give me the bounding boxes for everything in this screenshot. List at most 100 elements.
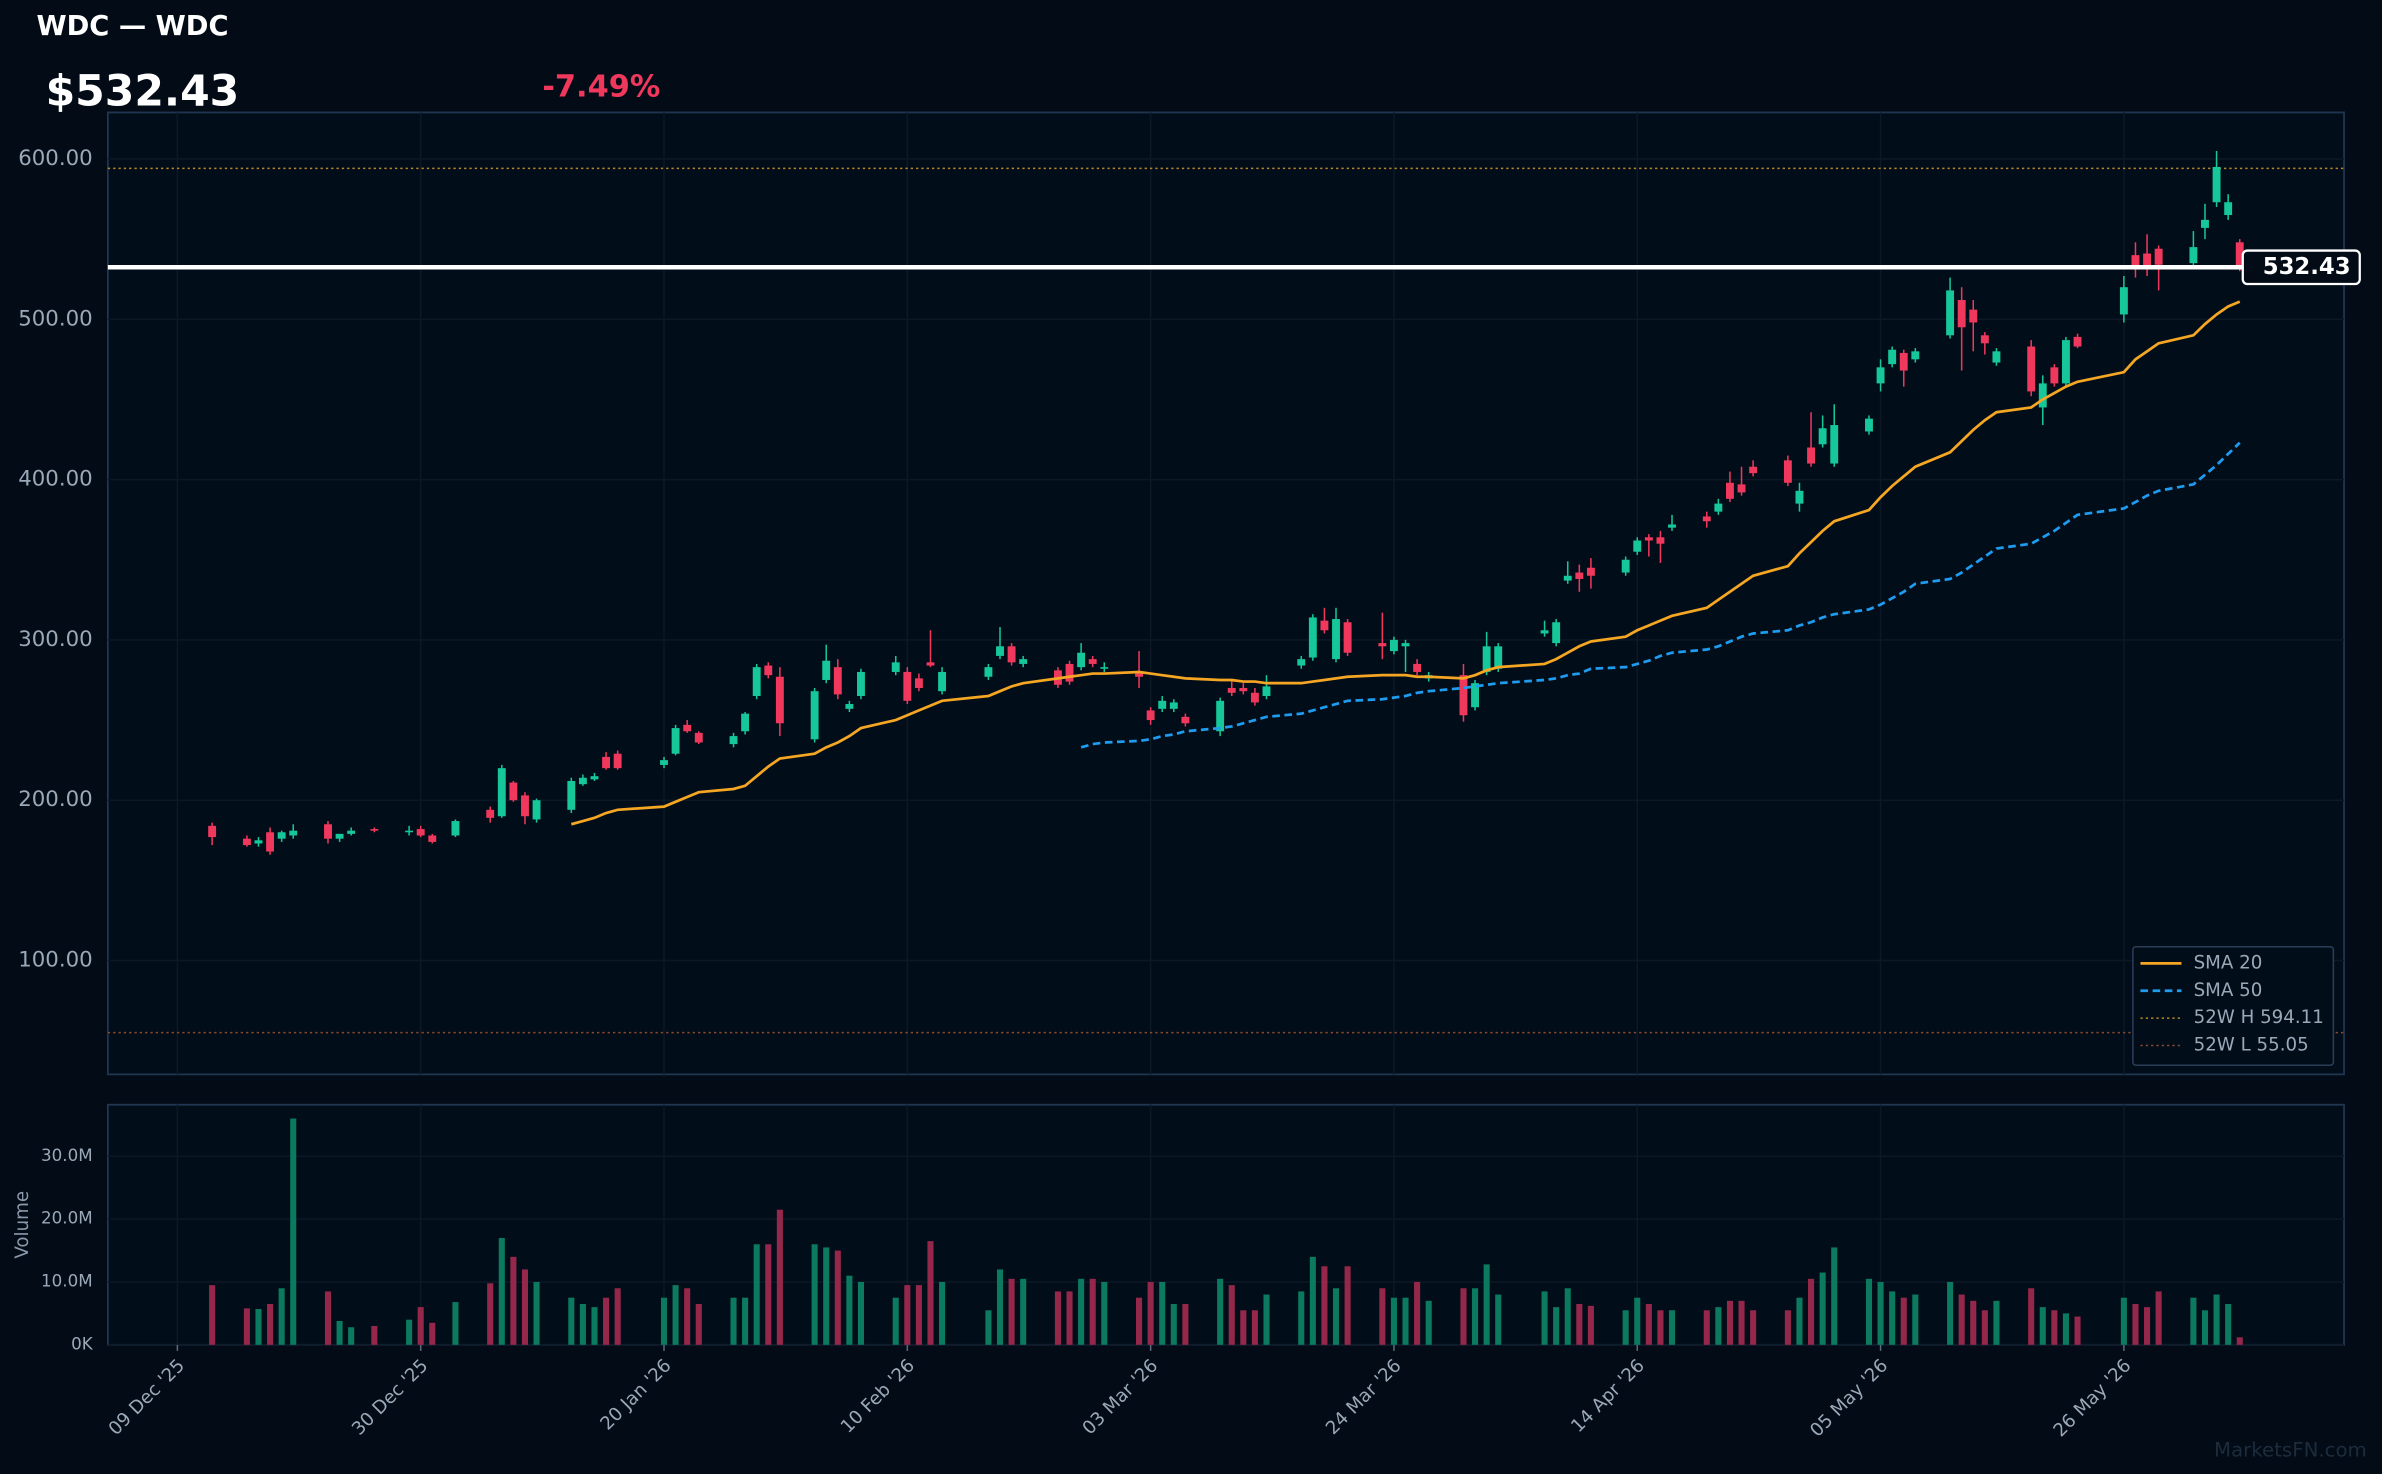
volume-bar	[695, 1303, 702, 1345]
volume-bar	[1136, 1297, 1143, 1345]
candle-body	[1540, 630, 1549, 634]
volume-bar	[568, 1297, 575, 1345]
volume-bar	[846, 1275, 853, 1345]
candle-body	[2131, 255, 2140, 267]
candle-body	[1644, 537, 1653, 541]
candle-body	[1158, 700, 1167, 709]
candle-body	[1216, 700, 1225, 732]
candle-body	[1818, 428, 1827, 445]
volume-axis-label: Volume	[12, 1191, 33, 1259]
candle-body	[208, 825, 217, 838]
legend-label: 52W L 55.05	[2194, 1034, 2309, 1055]
volume-bar	[371, 1325, 378, 1345]
candle-body	[2119, 287, 2128, 315]
volume-bar	[267, 1303, 274, 1345]
volume-bar	[1947, 1281, 1954, 1345]
volume-bar	[1750, 1310, 1757, 1345]
volume-bar	[1159, 1281, 1166, 1345]
candle-body	[1668, 524, 1676, 528]
volume-bar	[1263, 1294, 1270, 1345]
candle-body	[694, 732, 703, 743]
y-tick-label: 500.00	[18, 306, 92, 331]
candle-body	[1471, 683, 1479, 708]
volume-bar	[684, 1288, 691, 1345]
y-tick-label: 300.00	[18, 627, 92, 652]
volume-bar	[2028, 1288, 2035, 1345]
volume-bar	[2051, 1310, 2058, 1345]
candle-body	[242, 838, 251, 846]
candle-body	[2038, 383, 2047, 408]
candle-body	[1459, 675, 1468, 716]
volume-bar	[660, 1297, 668, 1345]
volume-bar	[2236, 1337, 2243, 1345]
volume-bar	[521, 1269, 529, 1345]
candle-body	[1899, 352, 1908, 371]
y-tick-label: 400.00	[18, 467, 92, 492]
volume-bar	[533, 1281, 540, 1345]
volume-bar	[1228, 1285, 1235, 1345]
sma-line	[1080, 441, 2241, 749]
candle-body	[1413, 663, 1422, 672]
candle-body	[671, 728, 680, 754]
candle-body	[1146, 710, 1155, 721]
candle-body	[1725, 482, 1734, 499]
candle-body	[567, 780, 576, 810]
candle-body	[277, 832, 286, 839]
volume-bar	[730, 1297, 737, 1345]
y-tick-label: 200.00	[18, 787, 92, 812]
volume-bar	[1981, 1310, 1988, 1345]
volume-bar	[591, 1307, 598, 1345]
volume-bar	[1738, 1300, 1745, 1345]
candle-body	[1807, 447, 1815, 464]
price-panel	[106, 111, 2345, 1076]
candle-body	[1714, 503, 1723, 512]
candle-body	[1969, 309, 1978, 323]
candle-body	[335, 833, 344, 839]
candle-body	[347, 830, 356, 834]
volume-bar	[510, 1256, 517, 1345]
volume-bar	[243, 1308, 250, 1345]
volume-bar	[1668, 1310, 1676, 1345]
volume-bar	[1240, 1310, 1247, 1345]
volume-bar	[603, 1297, 610, 1345]
volume-bar	[2201, 1310, 2209, 1345]
volume-bar	[1889, 1291, 1896, 1345]
candle-body	[1737, 484, 1746, 493]
volume-bar	[1147, 1281, 1154, 1345]
candle-body	[1888, 349, 1897, 365]
candle-body	[1482, 646, 1491, 672]
candle-body	[1865, 418, 1873, 432]
candle-body	[1575, 572, 1584, 579]
candle-body	[1169, 702, 1178, 709]
volume-bar	[290, 1118, 297, 1345]
volume-bar	[1796, 1297, 1803, 1345]
candle-body	[845, 704, 854, 709]
candle-body	[602, 756, 611, 769]
candle-body	[2224, 202, 2233, 216]
price: $532.43	[46, 68, 240, 117]
volume-bar	[348, 1327, 355, 1345]
candle-body	[578, 777, 587, 785]
candle-body	[810, 691, 819, 740]
last-price-label: 532.43	[2263, 254, 2351, 280]
volume-bar	[1808, 1278, 1815, 1345]
volume-bar	[1819, 1272, 1826, 1345]
volume-bar	[915, 1285, 922, 1345]
volume-bar	[776, 1209, 783, 1345]
candle-body	[289, 830, 298, 836]
candle-body	[2027, 346, 2036, 392]
volume-bar	[1298, 1291, 1305, 1345]
volume-bar	[1390, 1297, 1397, 1345]
legend: SMA 20 SMA 50 52W H 594.11 52W L 55.05	[2132, 945, 2335, 1066]
volume-bar	[278, 1288, 285, 1345]
candle-body	[1135, 671, 1143, 677]
candle-body	[1401, 643, 1410, 647]
candle-body	[486, 809, 495, 818]
candle-body	[822, 660, 831, 680]
candle-body	[752, 667, 761, 697]
volume-bar	[904, 1285, 911, 1345]
volume-bar	[498, 1237, 505, 1345]
candle-body	[2235, 242, 2244, 268]
candle-body	[660, 760, 668, 765]
volume-bar	[1089, 1278, 1096, 1345]
